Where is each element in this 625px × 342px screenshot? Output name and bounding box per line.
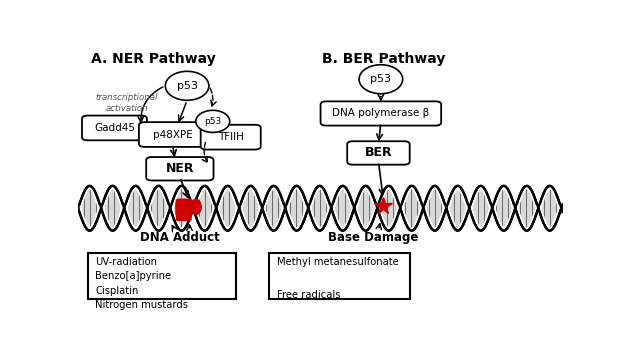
- Ellipse shape: [196, 110, 230, 132]
- Text: transcriptional
activation: transcriptional activation: [96, 93, 158, 113]
- Text: p53: p53: [204, 117, 221, 126]
- Text: Base Damage: Base Damage: [328, 231, 419, 244]
- Text: Methyl metanesulfonate

Free radicals: Methyl metanesulfonate Free radicals: [277, 257, 399, 300]
- Text: B. BER Pathway: B. BER Pathway: [322, 52, 445, 66]
- Text: DNA polymerase β: DNA polymerase β: [332, 108, 429, 118]
- Text: TFIIH: TFIIH: [217, 132, 244, 142]
- Text: UV-radiation
Benzo[a]pyrine
Cisplatin
Nitrogen mustards: UV-radiation Benzo[a]pyrine Cisplatin Ni…: [95, 257, 188, 310]
- Text: BER: BER: [364, 146, 392, 159]
- FancyBboxPatch shape: [348, 141, 409, 165]
- FancyBboxPatch shape: [176, 199, 191, 220]
- FancyBboxPatch shape: [139, 122, 206, 147]
- Text: p53: p53: [177, 81, 198, 91]
- FancyBboxPatch shape: [201, 125, 261, 149]
- Bar: [269, 253, 410, 299]
- FancyBboxPatch shape: [146, 157, 214, 181]
- Ellipse shape: [359, 65, 403, 94]
- Ellipse shape: [165, 71, 209, 100]
- Text: NER: NER: [166, 162, 194, 175]
- FancyBboxPatch shape: [321, 101, 441, 126]
- Text: Gadd45: Gadd45: [94, 123, 135, 133]
- Text: DNA Adduct: DNA Adduct: [140, 231, 220, 244]
- Text: A. NER Pathway: A. NER Pathway: [91, 52, 216, 66]
- Bar: [88, 253, 236, 299]
- Text: p48XPE: p48XPE: [152, 130, 192, 140]
- Text: p53: p53: [371, 74, 391, 84]
- Ellipse shape: [191, 199, 201, 214]
- FancyBboxPatch shape: [82, 116, 147, 140]
